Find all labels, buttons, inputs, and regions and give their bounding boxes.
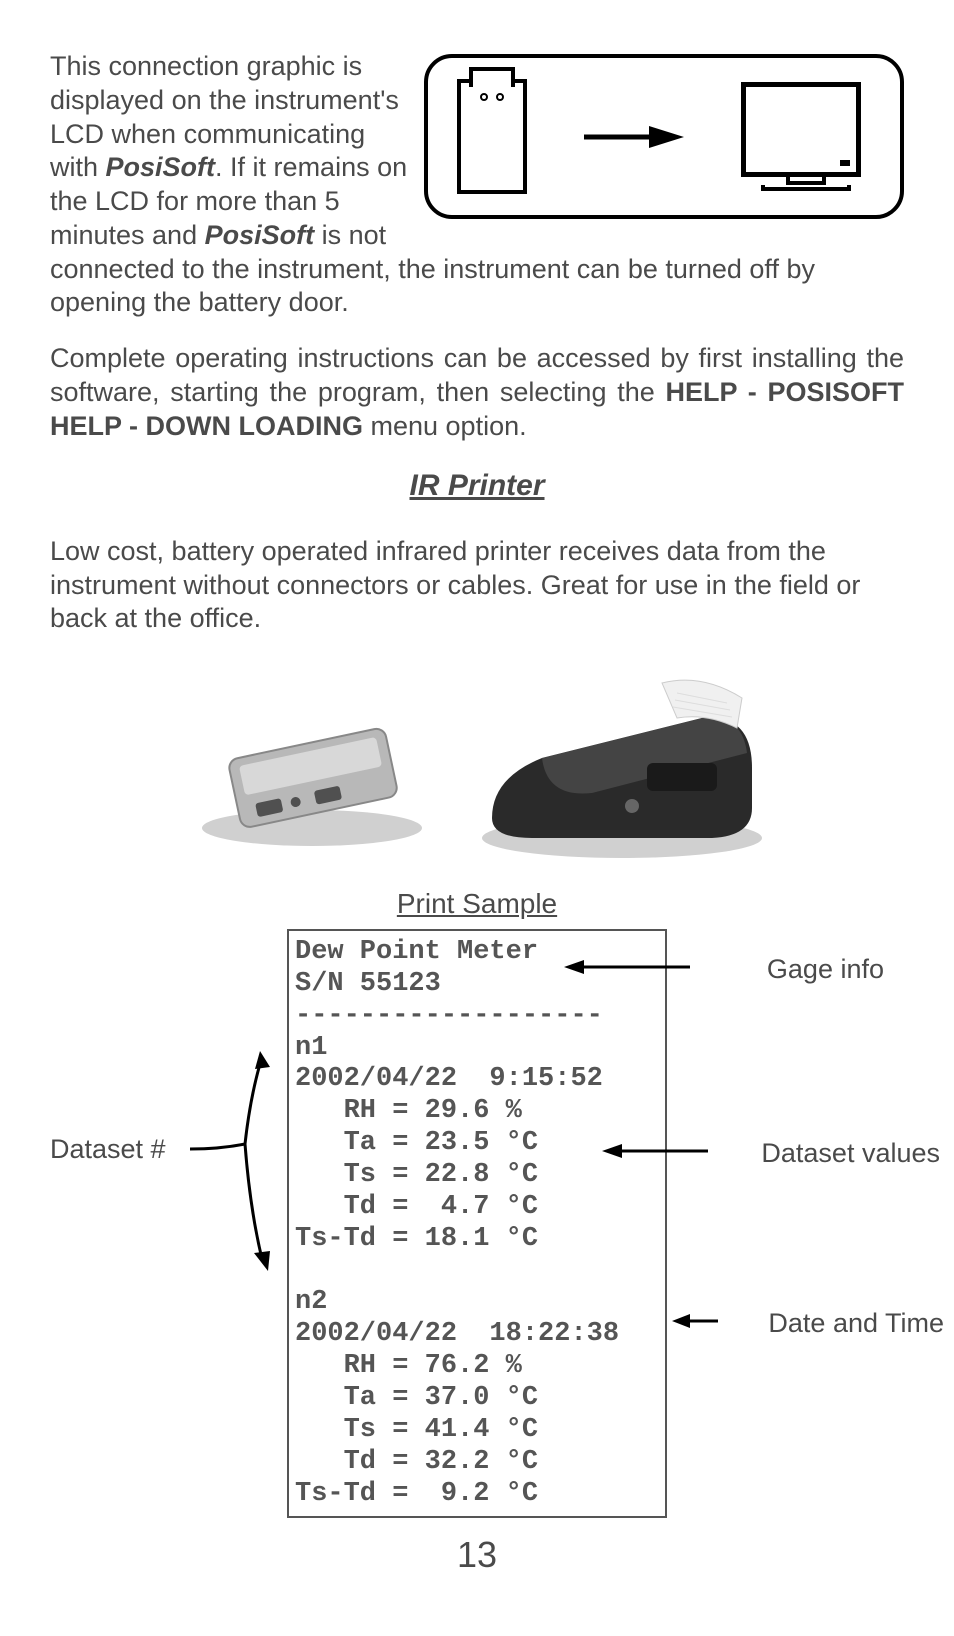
sample-line: Ts-Td = 9.2 °C (295, 1479, 538, 1509)
sample-line (295, 1256, 311, 1286)
print-sample-box: Dew Point Meter S/N 55123 --------------… (287, 929, 667, 1518)
ir-printer-icon (452, 658, 772, 868)
gage-info-arrow-icon (562, 957, 692, 977)
annotation-dataset-num: Dataset # (50, 1133, 166, 1167)
computer-tower-icon (457, 79, 527, 194)
sample-line: 2002/04/22 9:15:52 (295, 1064, 603, 1094)
sample-line: n1 (295, 1033, 327, 1063)
sample-line: Ta = 37.0 °C (295, 1383, 538, 1413)
sample-line: 2002/04/22 18:22:38 (295, 1319, 619, 1349)
sample-line: ------------------- (295, 1001, 603, 1031)
paragraph-1: This connection graphic is displayed on … (50, 50, 904, 320)
posisoft-label-2: PosiSoft (205, 220, 315, 250)
sample-line: Ts = 22.8 °C (295, 1160, 538, 1190)
sample-line: n2 (295, 1287, 327, 1317)
annotation-dataset-values: Dataset values (761, 1137, 940, 1171)
handheld-device-icon (182, 673, 442, 853)
sample-line: S/N 55123 (295, 969, 441, 999)
posisoft-label-1: PosiSoft (106, 152, 216, 182)
date-time-arrow-icon (670, 1311, 720, 1331)
section-title-ir-printer: IR Printer (50, 467, 904, 505)
connection-graphic (424, 54, 904, 219)
sample-line: Ts-Td = 18.1 °C (295, 1224, 538, 1254)
sample-line: Td = 32.2 °C (295, 1447, 538, 1477)
paragraph-3: Low cost, battery operated infrared prin… (50, 535, 904, 636)
sample-line: Dew Point Meter (295, 937, 538, 967)
paragraph-2: Complete operating instructions can be a… (50, 342, 904, 443)
print-sample-wrapper: Dataset # Dew Point Meter S/N 55123 ----… (50, 929, 904, 1518)
sample-line: Td = 4.7 °C (295, 1192, 538, 1222)
annotation-date-time: Date and Time (768, 1307, 944, 1341)
arrow-right-icon (584, 122, 684, 152)
print-sample-title: Print Sample (50, 886, 904, 921)
sample-line: RH = 29.6 % (295, 1096, 522, 1126)
page-number: 13 (50, 1532, 904, 1577)
dataset-values-arrow-icon (600, 1141, 710, 1161)
sample-line: RH = 76.2 % (295, 1351, 522, 1381)
annotation-gage-info: Gage info (767, 953, 884, 987)
sample-line: Ts = 41.4 °C (295, 1415, 538, 1445)
p2-text-post: menu option. (363, 411, 527, 441)
sample-line: Ta = 23.5 °C (295, 1128, 538, 1158)
dataset-num-arrow-icon (190, 1029, 290, 1289)
printer-images (50, 658, 904, 868)
monitor-icon (741, 82, 871, 191)
